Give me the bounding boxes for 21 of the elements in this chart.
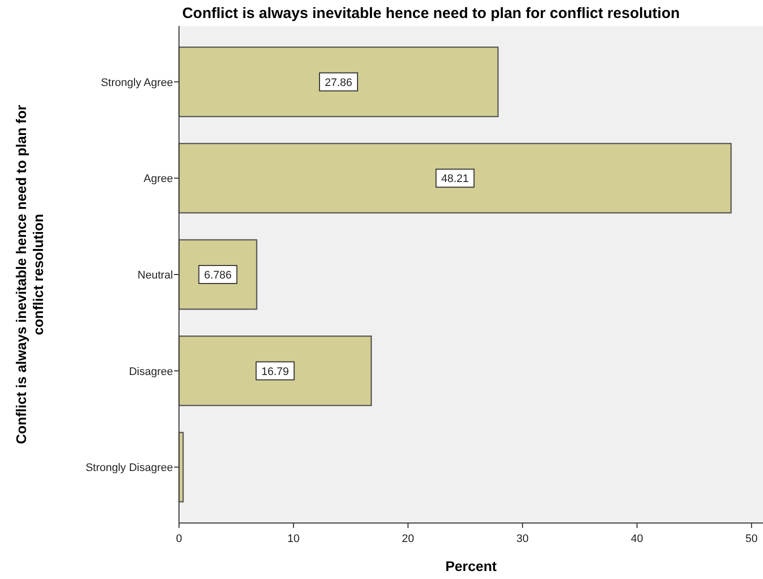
bar [178,46,499,118]
data-label: 27.86 [324,76,352,89]
x-tick-label: 20 [402,533,414,545]
x-tick-label: 40 [630,533,644,545]
y-tick-label: Disagree [128,366,173,378]
data-label: 48.21 [441,173,469,186]
y-tick-label: Agree [144,173,173,186]
bar [178,336,372,406]
data-label: 6.786 [204,270,232,282]
y-tick-label: Strongly Disagree [86,462,173,474]
bar [178,142,732,214]
y-tick-label: Strongly Agree [100,76,173,89]
x-tick-label: 10 [287,533,300,545]
x-tick-label: 0 [176,533,182,545]
x-tick-label: 30 [516,533,529,545]
x-axis-title: Percent [445,558,498,574]
data-label: 16.79 [261,366,289,378]
y-tick-label: Neutral [138,270,173,282]
chart-title: Conflict is always inevitable hence need to plan for conflict resolution [182,5,680,22]
x-tick-label: 50 [745,533,758,545]
y-axis-title: Conflict is always inevitable hence need to plan for conflict resolution [13,104,46,444]
